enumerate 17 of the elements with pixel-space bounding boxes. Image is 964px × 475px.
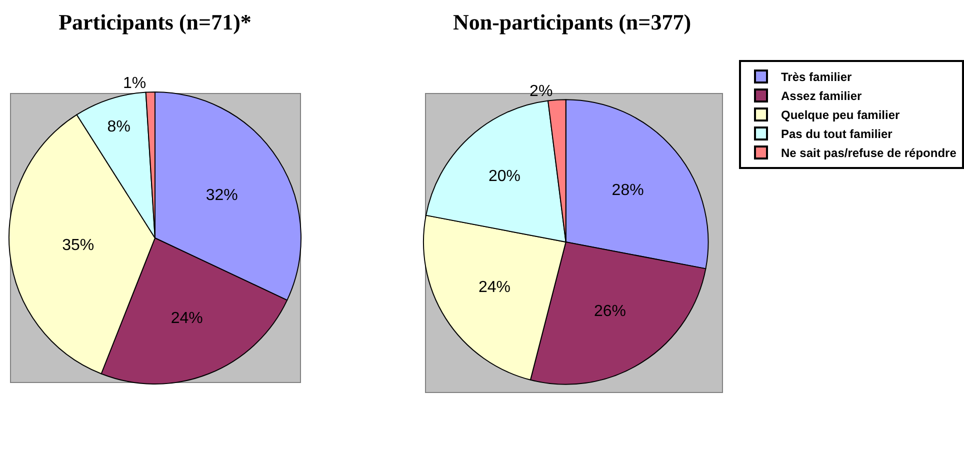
data-label: 32% [206,187,238,204]
data-label: 28% [612,182,644,200]
data-label: 8% [107,118,130,136]
data-label: 26% [594,303,626,320]
legend-label: Très familier [781,70,852,84]
legend-label: Pas du tout familier [781,127,893,142]
legend-label: Quelque peu familier [781,108,900,122]
legend-label: Ne sait pas/refuse de répondre [781,146,957,160]
data-label: 24% [170,310,203,328]
data-label: 35% [62,236,94,254]
data-label: 20% [488,168,520,186]
legend-label: Assez familier [781,89,862,104]
data-label: 2% [530,82,553,100]
chart-title: Non-participants (n=377) [452,10,692,35]
data-label: 24% [478,278,511,296]
chart-title: Participants (n=71)* [58,10,252,35]
data-label: 1% [123,75,146,92]
